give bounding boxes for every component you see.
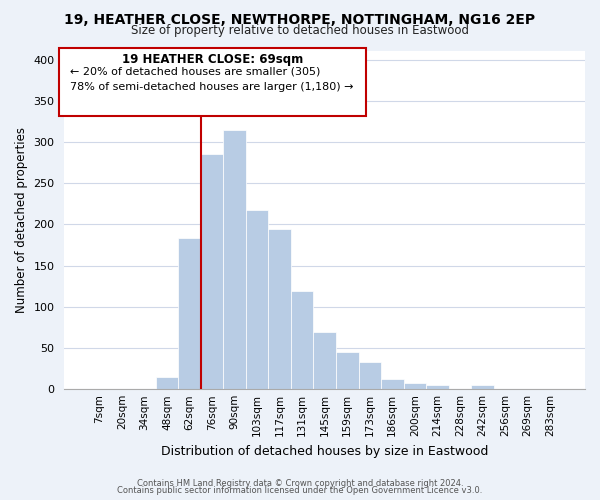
Text: ← 20% of detached houses are smaller (305): ← 20% of detached houses are smaller (30… <box>70 66 320 76</box>
Text: 19, HEATHER CLOSE, NEWTHORPE, NOTTINGHAM, NG16 2EP: 19, HEATHER CLOSE, NEWTHORPE, NOTTINGHAM… <box>64 12 536 26</box>
Text: Contains HM Land Registry data © Crown copyright and database right 2024.: Contains HM Land Registry data © Crown c… <box>137 478 463 488</box>
FancyBboxPatch shape <box>59 48 367 116</box>
Bar <box>178 238 201 389</box>
Bar <box>246 210 268 389</box>
Y-axis label: Number of detached properties: Number of detached properties <box>15 128 28 314</box>
Bar <box>336 352 359 389</box>
Bar <box>268 228 291 389</box>
Bar <box>404 384 426 389</box>
Bar <box>155 377 178 389</box>
Text: Contains public sector information licensed under the Open Government Licence v3: Contains public sector information licen… <box>118 486 482 495</box>
Text: Size of property relative to detached houses in Eastwood: Size of property relative to detached ho… <box>131 24 469 37</box>
Bar <box>313 332 336 389</box>
Bar <box>471 385 494 389</box>
Bar <box>359 362 381 389</box>
Bar <box>201 154 223 389</box>
Bar <box>223 130 246 389</box>
Bar <box>291 291 313 389</box>
Text: 19 HEATHER CLOSE: 69sqm: 19 HEATHER CLOSE: 69sqm <box>122 53 304 66</box>
Text: 78% of semi-detached houses are larger (1,180) →: 78% of semi-detached houses are larger (… <box>70 82 353 92</box>
Bar <box>426 385 449 389</box>
X-axis label: Distribution of detached houses by size in Eastwood: Distribution of detached houses by size … <box>161 444 488 458</box>
Bar <box>381 380 404 389</box>
